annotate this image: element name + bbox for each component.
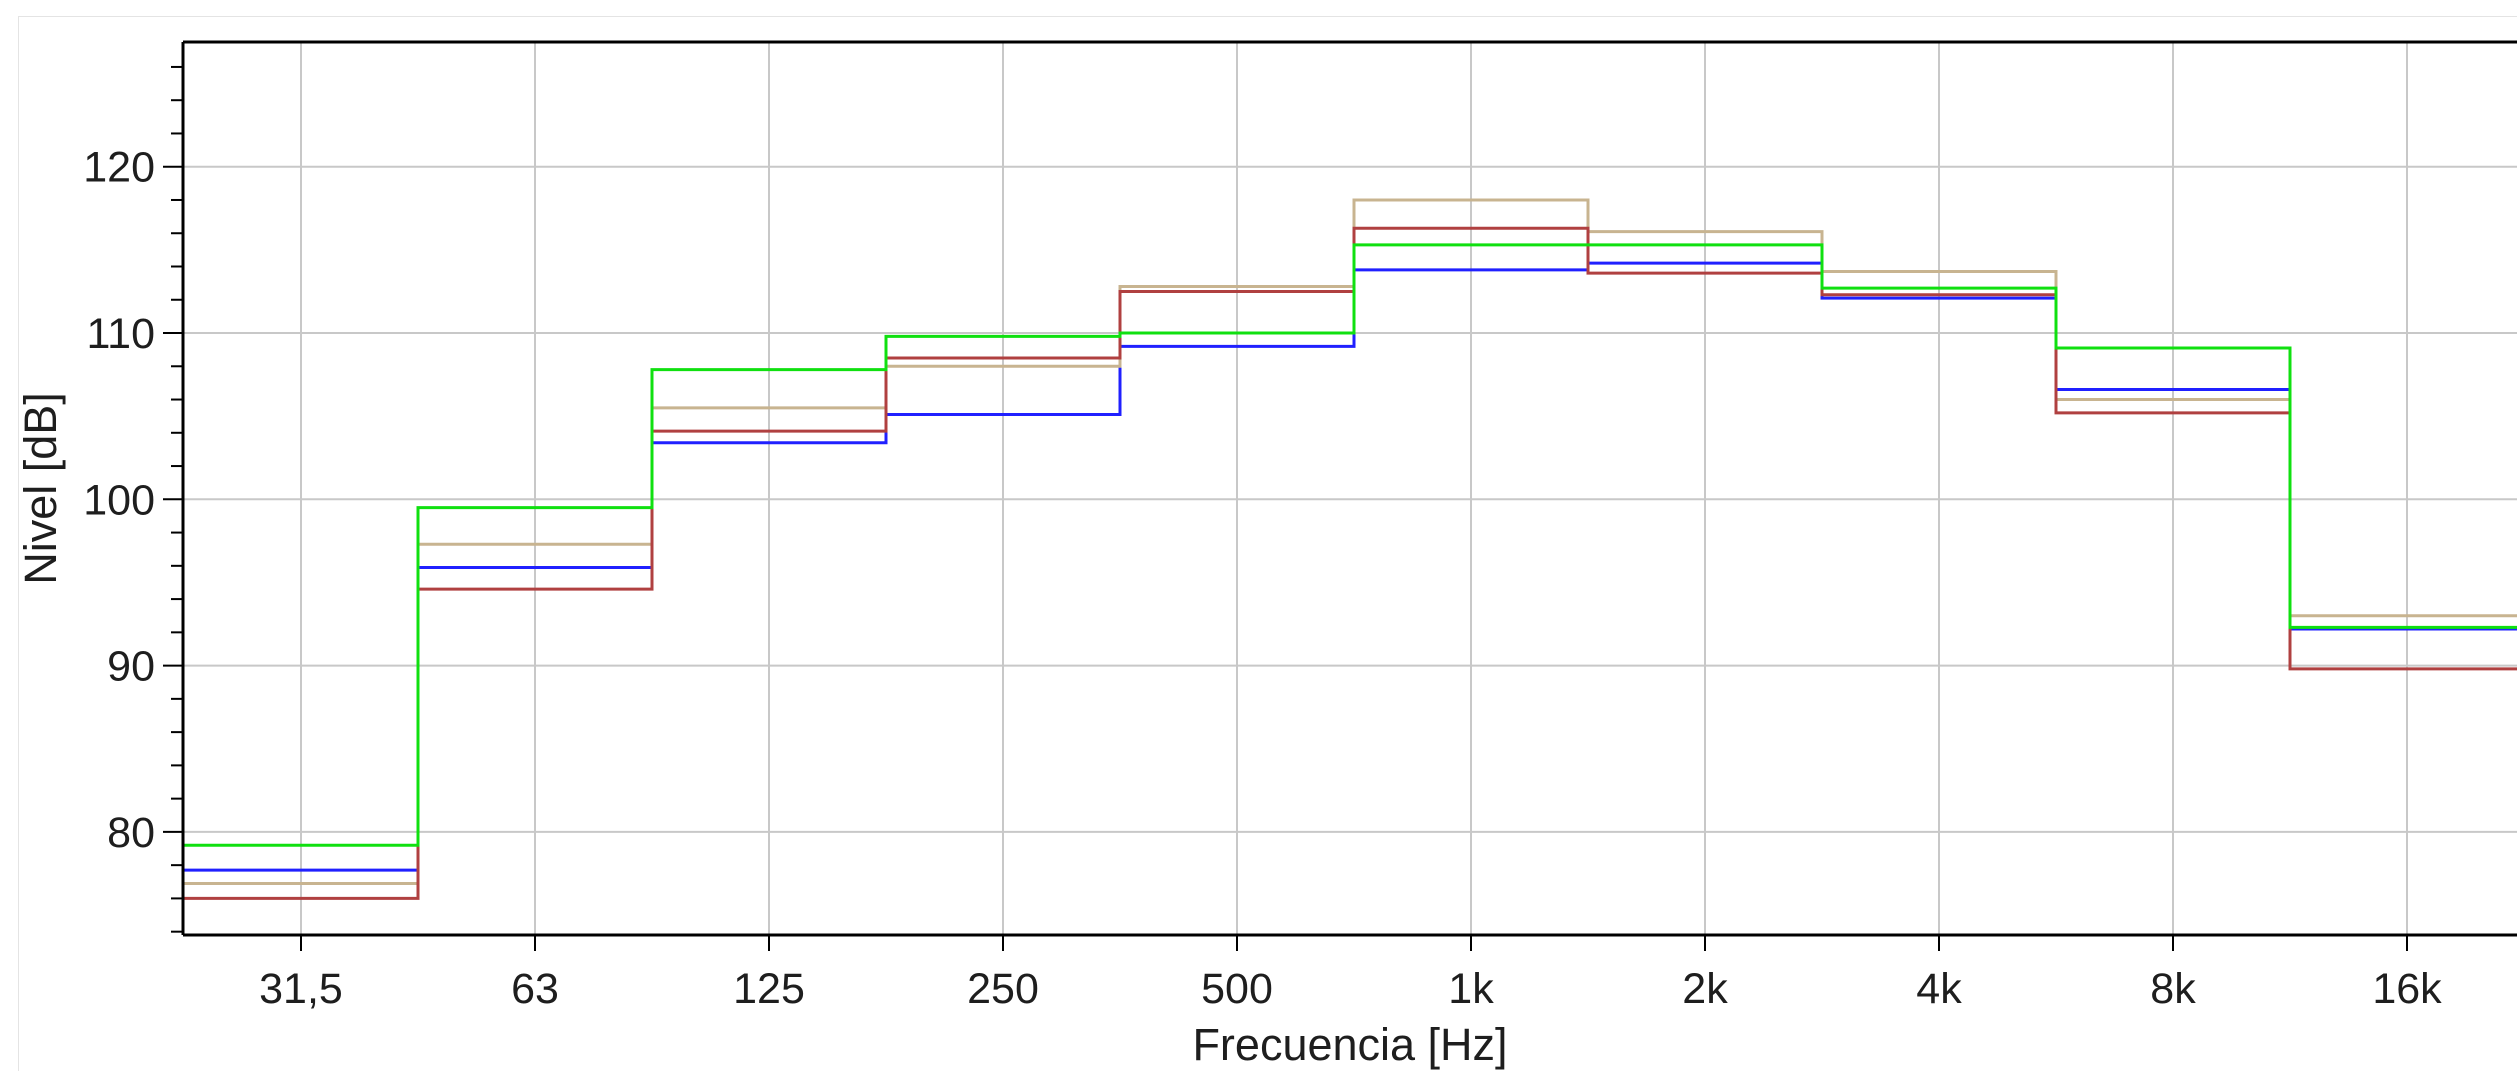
x-tick-label: 125 [733,965,805,1013]
series-group [184,198,2517,900]
tick-labels: 80 90 100 110 120 31,5 63 125 250 500 1k 2k 4k 8k 16k [83,144,2442,1013]
series-line [184,198,2517,885]
x-tick-label: 63 [511,965,559,1013]
x-tick-label: 2k [1682,965,1728,1013]
x-axis-title: Frecuencia [Hz] [1192,1019,1507,1070]
series-line [184,243,2517,847]
y-tick-label: 110 [86,310,155,358]
series-line [184,261,2517,872]
x-tick-label: 8k [2150,965,2196,1013]
y-axis-title: Nivel [dB] [15,392,66,585]
x-tick-label: 1k [1448,965,1494,1013]
axes [163,40,2517,951]
y-tick-label: 90 [107,643,155,691]
y-tick-label: 80 [107,809,155,857]
x-tick-label: 500 [1201,965,1273,1013]
x-tick-label: 4k [1916,965,1962,1013]
y-tick-label: 120 [83,144,155,192]
series-line [184,226,2517,900]
x-tick-label: 16k [2372,965,2442,1013]
grid [183,42,2517,935]
y-tick-label: 100 [83,476,155,524]
x-tick-label: 31,5 [259,965,343,1013]
x-tick-label: 250 [967,965,1039,1013]
